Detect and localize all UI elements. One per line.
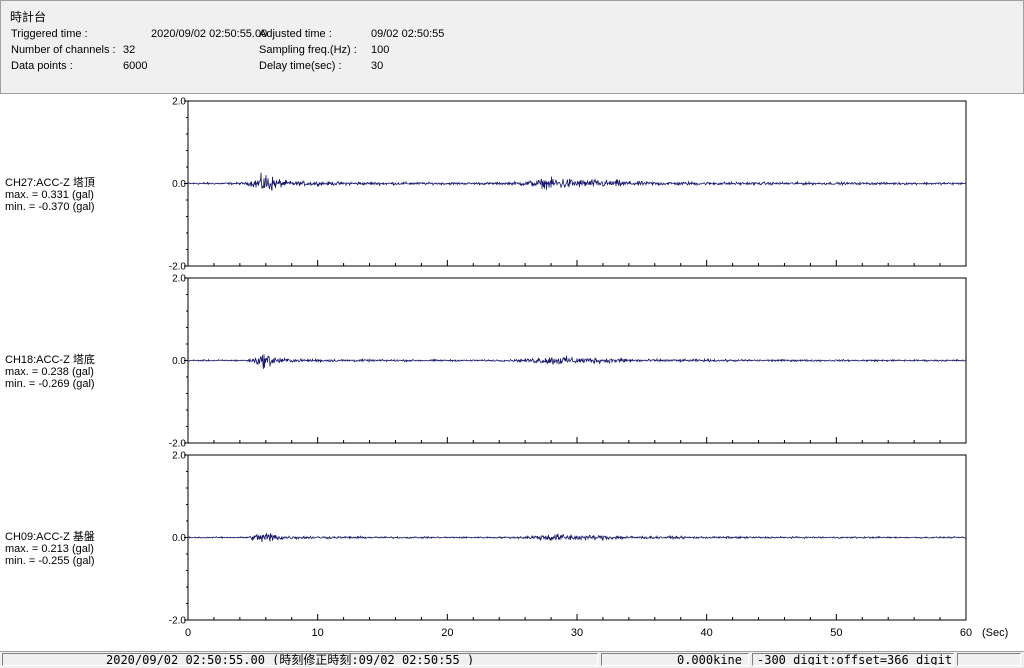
status-time: 2020/09/02 02:50:55.00 (時刻修正時刻:09/02 02:… — [2, 653, 598, 666]
triggered-time-value: 2020/09/02 02:50:55.00 — [151, 28, 268, 40]
adjusted-time-value: 09/02 02:50:55 — [371, 28, 445, 40]
data-points-value: 6000 — [123, 60, 148, 72]
sampling-freq-value: 100 — [371, 44, 390, 56]
channel-name: CH27:ACC-Z 塔頂 — [5, 177, 95, 189]
y-tick-label: -2.0 — [169, 262, 187, 273]
waveform-line — [187, 533, 967, 543]
channel-label-ch09: CH09:ACC-Z 基盤 max. = 0.213 (gal) min. = … — [5, 531, 95, 567]
channel-min: min. = -0.269 (gal) — [5, 378, 95, 390]
header-panel: 時計台 Triggered time : 2020/09/02 02:50:55… — [0, 0, 1024, 94]
channels-value: 32 — [123, 44, 136, 56]
channel-name: CH18:ACC-Z 塔底 — [5, 354, 95, 366]
channel-min: min. = -0.255 (gal) — [5, 555, 95, 567]
status-kine: 0.000kine — [601, 653, 749, 666]
y-tick-label: 2.0 — [172, 274, 186, 285]
x-unit-label: (Sec) — [982, 627, 1008, 639]
y-tick-label: 0.0 — [172, 356, 186, 367]
x-tick-label: 20 — [441, 627, 453, 639]
channel-min: min. = -0.370 (gal) — [5, 201, 95, 213]
channel-name: CH09:ACC-Z 基盤 — [5, 531, 95, 543]
y-tick-label: 0.0 — [172, 533, 186, 544]
waveform-line — [187, 172, 967, 191]
triggered-time-label: Triggered time : — [11, 28, 88, 40]
sampling-freq-label: Sampling freq.(Hz) : — [259, 44, 357, 56]
waveform-line — [187, 354, 967, 369]
channels-label: Number of channels : — [11, 44, 116, 56]
y-tick-label: 2.0 — [172, 97, 186, 108]
y-tick-label: 2.0 — [172, 451, 186, 462]
delay-time-label: Delay time(sec) : — [259, 60, 342, 72]
status-bar: 2020/09/02 02:50:55.00 (時刻修正時刻:09/02 02:… — [0, 651, 1024, 668]
station-name: 時計台 — [10, 10, 47, 24]
x-tick-label: 0 — [185, 627, 191, 639]
data-points-label: Data points : — [11, 60, 73, 72]
delay-time-value: 30 — [371, 60, 384, 72]
status-empty-panel — [957, 653, 1021, 666]
channel-max: max. = 0.238 (gal) — [5, 366, 94, 378]
y-tick-label: -2.0 — [169, 616, 187, 627]
status-digit: -300 digit:offset=366 digit — [752, 653, 954, 666]
x-tick-label: 30 — [571, 627, 583, 639]
x-tick-label: 60 — [960, 627, 972, 639]
waveform-plot-area: 2.0 0.0 -2.0 2.0 0.0 -2.0 2.0 0.0 -2.0 0 10 20 30 40 5… — [0, 95, 1024, 650]
waveform-chart: 2.00.0-2.02.00.0-2.02.00.0-2.00 10 20 30 40 5… — [169, 97, 1009, 640]
x-tick-label: 50 — [830, 627, 842, 639]
channel-max: max. = 0.331 (gal) — [5, 189, 94, 201]
channel-label-ch27: CH27:ACC-Z 塔頂 max. = 0.331 (gal) min. = … — [5, 177, 95, 213]
channel-max: max. = 0.213 (gal) — [5, 543, 94, 555]
adjusted-time-label: Adjusted time : — [259, 28, 332, 40]
x-tick-label: 40 — [701, 627, 713, 639]
y-tick-label: 0.0 — [172, 179, 186, 190]
y-tick-label: -2.0 — [169, 439, 187, 450]
channel-label-ch18: CH18:ACC-Z 塔底 max. = 0.238 (gal) min. = … — [5, 354, 95, 390]
x-tick-label: 10 — [312, 627, 324, 639]
